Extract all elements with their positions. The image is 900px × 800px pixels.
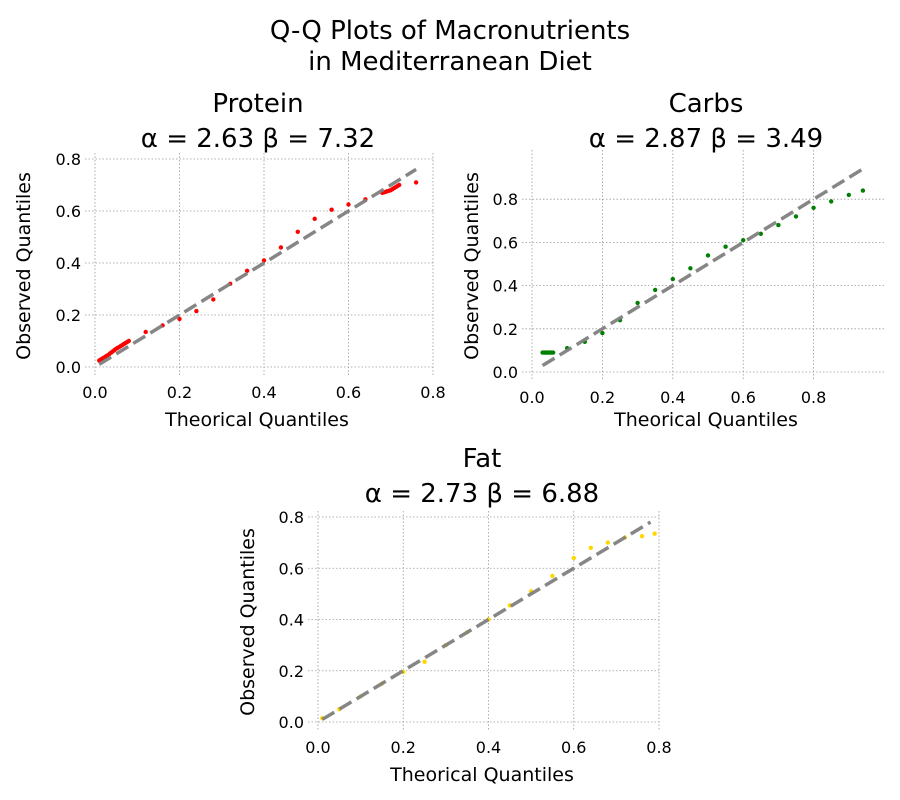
carbs-y-tick-label: 0.2 [493,320,518,339]
protein-data-point [126,338,131,344]
protein-data-point [295,229,300,234]
carbs-data-point [811,205,816,210]
fat-x-tick-label: 0.4 [476,738,501,757]
fat-y-axis-label: Observed Quantiles [237,528,259,716]
fat-title-params: α = 2.73 β = 6.88 [365,479,599,509]
carbs-y-tick-label: 0.6 [493,233,518,252]
fat-data-points [320,531,657,721]
protein-x-tick-label: 0.6 [336,383,361,402]
fat-y-ticks: 0.0 0.2 0.4 0.6 0.8 [279,508,304,732]
protein-data-point [346,202,351,207]
fat-data-point [605,540,610,545]
carbs-x-axis-label: Theorical Quantiles [613,409,798,431]
fat-y-tick-label: 0.2 [279,662,304,681]
protein-reference-line [98,167,418,366]
carbs-data-point [846,192,851,198]
carbs-y-tick-label: 0.0 [493,363,518,382]
fat-data-point [652,531,657,536]
fat-data-point [550,573,555,579]
fat-x-tick-label: 0.2 [391,738,416,757]
carbs-y-tick-label: 0.8 [493,190,518,209]
carbs-data-point [758,231,763,236]
protein-title-params: α = 2.63 β = 7.32 [141,124,375,154]
protein-y-tick-label: 0.6 [56,202,81,221]
protein-y-ticks: 0.0 0.2 0.4 0.6 0.8 [56,150,81,377]
fat-reference-line [321,520,652,721]
fat-title-name: Fat [463,444,502,474]
fat-y-tick-label: 0.0 [279,713,304,732]
protein-data-point [261,258,267,263]
protein-x-tick-label: 0.8 [420,383,445,402]
carbs-gridlines [522,150,884,380]
carbs-data-point [741,238,746,243]
carbs-y-tick-label: 0.4 [493,277,518,296]
carbs-x-tick-label: 0.2 [590,388,615,407]
protein-x-ticks: 0.0 0.2 0.4 0.6 0.8 [82,383,445,402]
protein-x-axis-label: Theorical Quantiles [164,409,349,431]
carbs-data-point [653,287,658,293]
protein-data-point [312,216,317,221]
fat-x-tick-label: 0.8 [646,738,671,757]
protein-data-point [278,245,284,250]
protein-x-tick-label: 0.4 [251,383,276,402]
carbs-data-point [670,276,675,282]
fat-y-tick-label: 0.6 [279,559,304,578]
fat-x-axis-label: Theorical Quantiles [389,764,574,786]
figure-title-line2: in Mediterranean Diet [308,47,592,77]
carbs-x-ticks: 0.0 0.2 0.4 0.6 0.8 [519,388,826,407]
carbs-data-point [688,266,693,271]
protein-y-tick-label: 0.0 [56,358,81,377]
protein-data-point [413,180,419,185]
fat-gridlines [308,511,660,730]
fat-y-tick-label: 0.4 [279,611,304,630]
fat-qq-plot: Fat α = 2.73 β = 6.88 Theorical Quantile… [237,444,672,786]
protein-y-tick-label: 0.8 [56,150,81,169]
protein-data-point [177,316,182,322]
fat-data-point [571,555,576,561]
carbs-data-point [860,188,866,193]
carbs-y-axis-label: Observed Quantiles [461,172,483,360]
carbs-data-points [540,188,866,355]
protein-data-point [211,297,216,302]
carbs-x-tick-label: 0.4 [660,388,685,407]
protein-qq-plot: Protein α = 2.63 β = 7.32 Theorical Quan… [13,89,446,431]
carbs-data-point [776,222,781,228]
fat-data-point [422,659,427,664]
carbs-title-params: α = 2.87 β = 3.49 [589,124,823,154]
protein-data-point [244,268,250,273]
carbs-x-tick-label: 0.8 [801,388,826,407]
protein-x-tick-label: 0.0 [82,383,107,402]
fat-x-ticks: 0.0 0.2 0.4 0.6 0.8 [305,738,671,757]
protein-x-tick-label: 0.2 [167,383,192,402]
protein-data-point [143,329,148,335]
carbs-data-point [705,253,711,258]
carbs-data-point [635,300,640,306]
carbs-title-name: Carbs [669,89,744,119]
fat-data-point [639,534,645,539]
carbs-data-point [600,330,605,336]
fat-x-tick-label: 0.6 [561,738,586,757]
carbs-reference-line [541,167,864,368]
carbs-data-point [723,244,728,249]
carbs-data-point [829,199,834,204]
protein-data-point [397,182,402,188]
protein-data-point [329,207,334,212]
carbs-qq-plot: Carbs α = 2.87 β = 3.49 Theorical Quanti… [461,89,884,431]
fat-data-point [588,545,593,550]
fat-x-tick-label: 0.0 [305,738,330,757]
protein-y-tick-label: 0.4 [56,254,81,273]
carbs-x-tick-label: 0.6 [730,388,755,407]
protein-title-name: Protein [212,89,303,119]
figure-title-line1: Q-Q Plots of Macronutrients [270,16,630,46]
protein-y-tick-label: 0.2 [56,306,81,325]
protein-data-points [97,180,419,363]
carbs-data-point [793,214,799,219]
fat-y-tick-label: 0.8 [279,508,304,527]
protein-y-axis-label: Observed Quantiles [13,172,35,360]
carbs-data-point [550,350,556,355]
carbs-x-tick-label: 0.0 [519,388,544,407]
protein-data-point [194,308,199,314]
carbs-y-ticks: 0.0 0.2 0.4 0.6 0.8 [493,190,518,382]
